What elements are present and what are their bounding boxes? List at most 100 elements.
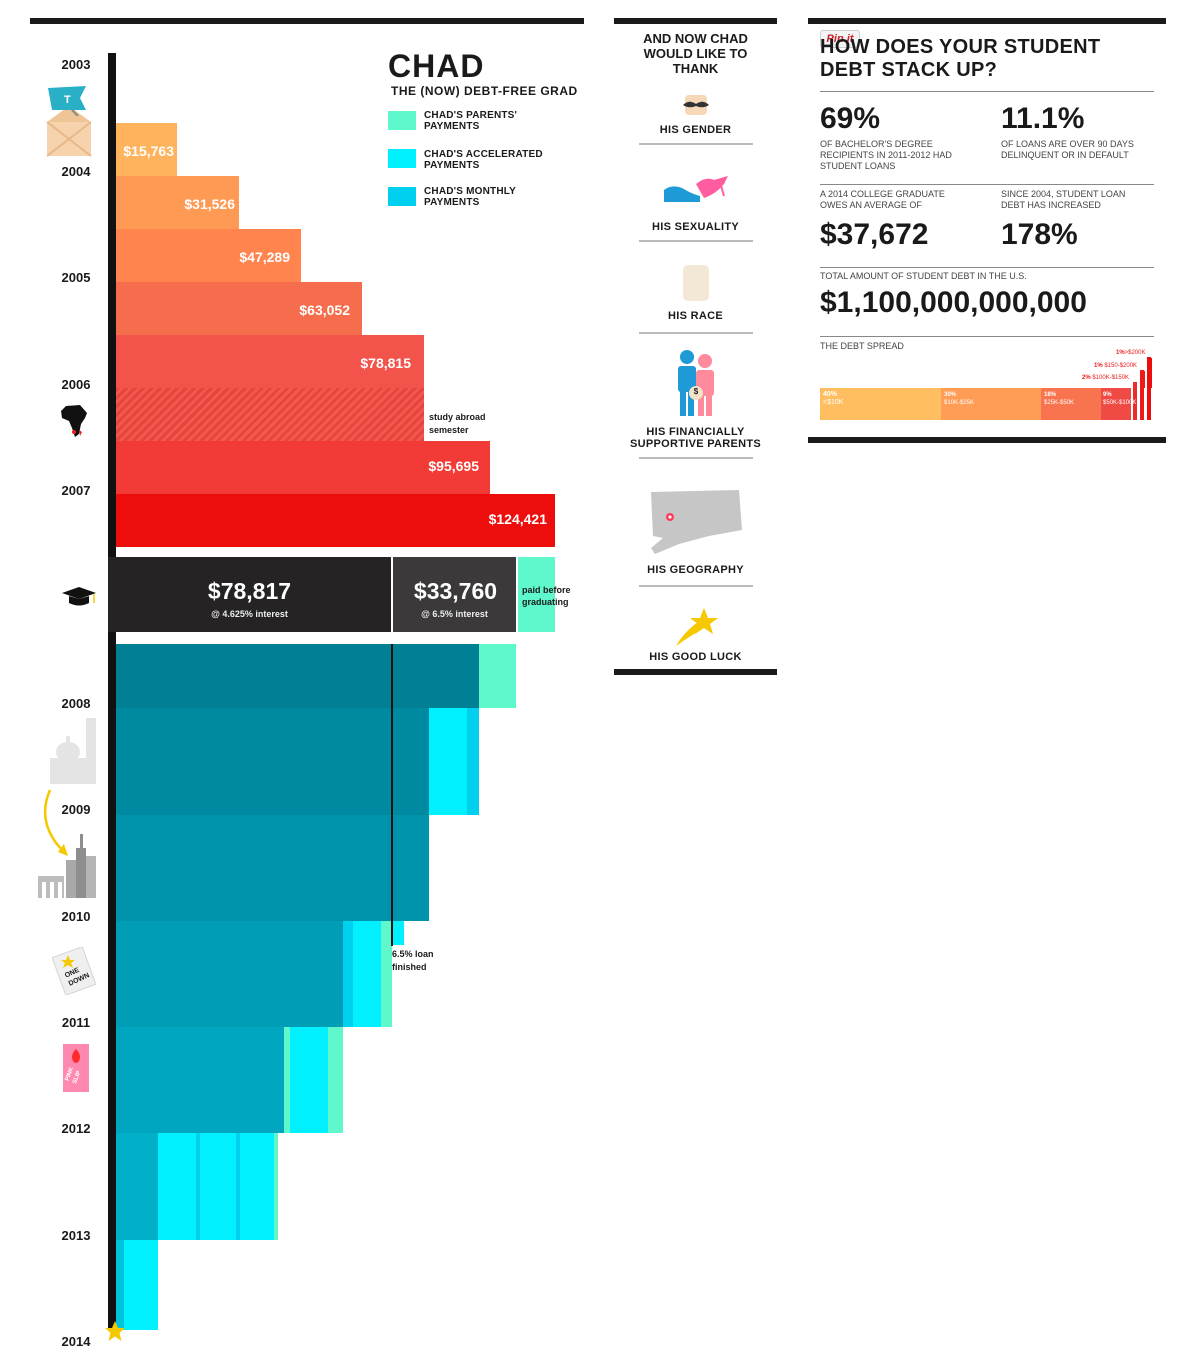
debt-bar — [116, 123, 177, 176]
nyc-skyline-icon — [36, 832, 98, 900]
legend-swatch-parents — [388, 111, 416, 130]
pink-slip-icon — [62, 1043, 90, 1093]
spread-range: $50K-$100K — [1103, 400, 1137, 406]
legend-swatch-monthly — [388, 187, 416, 206]
debt-bar — [116, 229, 301, 282]
payment-monthly — [116, 815, 429, 921]
stat-average-text: A 2014 COLLEGE GRADUATE OWES AN AVERAGE … — [820, 189, 945, 210]
loan-a-interest: @ 4.625% interest — [211, 609, 288, 619]
debt-bar — [116, 494, 555, 547]
hand-icon — [681, 263, 711, 303]
loan-divider-line — [391, 644, 393, 946]
stat-bachelors-pct: 69% — [820, 102, 881, 135]
graduation-band-left — [108, 557, 391, 632]
stat-delinquent-text: OF LOANS ARE OVER 90 DAYS DELINQUENT OR … — [1001, 139, 1134, 160]
spread-segment — [1147, 357, 1151, 420]
year-label: 2009 — [61, 802, 91, 817]
parents-coin-text: $ — [693, 387, 699, 396]
divider — [639, 143, 753, 145]
pin-it-button[interactable]: Pin it — [820, 30, 860, 48]
spread-pct: 30% — [944, 392, 957, 398]
spread-segment — [820, 388, 941, 420]
debt-bar — [116, 282, 362, 335]
payment-monthly — [116, 644, 479, 708]
debt-bar-label: $31,526 — [184, 196, 235, 212]
year-label: 2010 — [61, 909, 91, 924]
thanks-item-race: HIS RACE — [668, 310, 723, 322]
year-label: 2003 — [61, 57, 91, 72]
spread-segment — [941, 388, 1041, 420]
spread-label: 2% $100K-$150K — [1082, 375, 1129, 381]
spread-segment — [1133, 382, 1137, 420]
payment-monthly — [236, 1133, 240, 1240]
spread-segment — [1140, 370, 1144, 420]
move-arrow-icon — [36, 786, 70, 860]
thanks-item-geography: HIS GEOGRAPHY — [647, 564, 744, 576]
paid-before-graduating-block — [518, 557, 555, 632]
debt-bar-label: $63,052 — [299, 302, 350, 318]
debt-bar — [116, 335, 424, 388]
top-rule-middle — [614, 18, 777, 24]
debt-bar-label: $95,695 — [428, 458, 479, 474]
graduation-band-right — [393, 557, 516, 632]
thanks-item-gender: HIS GENDER — [659, 124, 732, 136]
legend-label: CHAD'S PARENTS' PAYMENTS — [424, 110, 518, 132]
stat-increase-text: SINCE 2004, STUDENT LOAN DEBT HAS INCREA… — [1001, 189, 1126, 210]
paid-before-note: paid before graduating — [522, 585, 571, 607]
legend-swatch-accelerated — [388, 149, 416, 168]
thanks-heading: AND NOW CHAD WOULD LIKE TO THANK — [643, 31, 748, 76]
year-label: 2012 — [61, 1121, 91, 1136]
study-abroad-note: study abroad semester — [429, 412, 486, 435]
spread-bracket — [1144, 371, 1145, 388]
payment-monthly — [467, 708, 479, 815]
legend-label: CHAD'S ACCELERATED PAYMENTS — [424, 149, 543, 171]
payment-parents — [381, 921, 392, 1027]
spread-bracket — [1134, 383, 1135, 388]
spread-range: <$10K — [823, 399, 844, 406]
loan-b-amount: $33,760 — [413, 578, 498, 604]
divider — [820, 336, 1154, 337]
stat-total-text: TOTAL AMOUNT OF STUDENT DEBT IN THE U.S. — [820, 271, 1027, 281]
timeline-axis — [108, 53, 116, 1330]
divider — [820, 184, 1154, 185]
divider — [820, 91, 1154, 92]
payment-monthly — [116, 1027, 284, 1133]
one-down-badge-icon — [51, 946, 97, 996]
capitol-building-icon — [46, 716, 100, 788]
payment-accelerated — [290, 1027, 328, 1133]
spread-pct: 1% — [1094, 363, 1103, 369]
spread-pct: 9% — [1103, 392, 1112, 398]
payment-accelerated — [200, 1133, 236, 1240]
divider — [639, 240, 753, 242]
stat-delinquent-pct: 11.1% — [1001, 102, 1085, 135]
thanks-item-sexuality: HIS SEXUALITY — [651, 221, 740, 233]
legend-label: CHAD'S MONTHLY PAYMENTS — [424, 186, 516, 208]
payment-accelerated — [429, 708, 467, 815]
year-label: 2004 — [61, 164, 91, 179]
loan-b-interest: @ 6.5% interest — [421, 609, 488, 619]
parents-icon — [674, 349, 718, 419]
spread-pct: 40% — [823, 391, 838, 398]
spread-segment — [1041, 388, 1101, 420]
tumblr-flag-letter: T — [64, 94, 71, 106]
shoes-icon — [662, 174, 730, 206]
spread-pct: 1% — [1116, 350, 1125, 356]
mustache-icon — [679, 95, 713, 117]
debt-bar — [116, 176, 239, 229]
debt-bar-study-abroad — [116, 388, 424, 441]
debt-bar — [116, 441, 490, 494]
graduation-cap-icon — [60, 585, 98, 609]
debt-bar-label: $47,289 — [239, 249, 290, 265]
payment-accelerated — [124, 1240, 158, 1330]
chart-title: CHAD — [388, 48, 485, 84]
spread-range: $100K-$150K — [1092, 375, 1130, 381]
payment-accelerated — [353, 921, 381, 1027]
bottom-rule-middle — [614, 669, 777, 675]
spread-pct: 2% — [1082, 375, 1091, 381]
payment-monthly — [116, 1240, 124, 1330]
payment-accelerated — [158, 1133, 196, 1240]
spread-label: 9% $50K-$100K — [1103, 391, 1136, 407]
spread-label: 1%>$200K — [1116, 350, 1146, 356]
divider — [639, 457, 753, 459]
africa-icon — [60, 404, 90, 438]
